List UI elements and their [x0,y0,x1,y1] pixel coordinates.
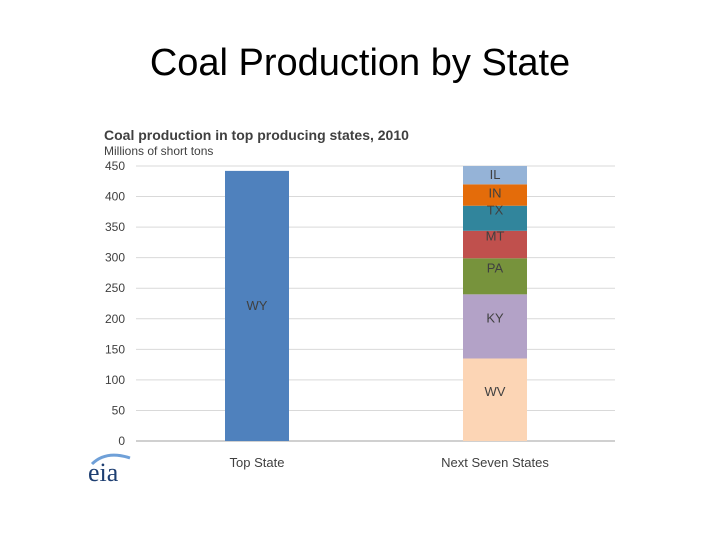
y-tick-label: 150 [105,342,125,356]
bar-segment-pa [463,258,527,295]
chart-title: Coal production in top producing states,… [104,127,409,143]
data-label: KY [486,310,504,325]
bar-segment-wy [225,170,289,441]
x-category-label: Next Seven States [441,455,549,470]
y-tick-label: 250 [105,281,125,295]
y-tick-label: 450 [105,159,125,173]
bar-segment-il [463,166,527,185]
bar-segment-in [463,184,527,206]
eia-logo-text: eia [88,458,119,486]
data-label: MT [486,229,505,244]
data-label: WV [485,384,506,399]
eia-logo: eia [88,453,131,486]
data-label: TX [487,202,504,217]
slide-title: Coal Production by State [149,42,571,84]
data-label: WY [247,298,268,313]
y-tick-label: 200 [105,312,125,326]
y-tick-label: 400 [105,190,125,204]
y-tick-label: 100 [105,373,125,387]
data-label: IL [490,167,501,182]
data-label: IN [489,185,502,200]
chart-subtitle: Millions of short tons [104,144,214,158]
y-tick-label: 300 [105,251,125,265]
eia-logo-swoosh [90,453,131,466]
bar-segment-ky [463,294,527,359]
bar-segment-mt [463,230,527,259]
y-tick-label: 0 [118,434,125,448]
bar-segment-tx [463,205,527,231]
x-category-label: Top State [230,455,285,470]
y-tick-label: 50 [112,403,126,417]
data-label: PA [487,260,504,275]
bar-segment-wv [463,358,527,441]
y-tick-label: 350 [105,220,125,234]
